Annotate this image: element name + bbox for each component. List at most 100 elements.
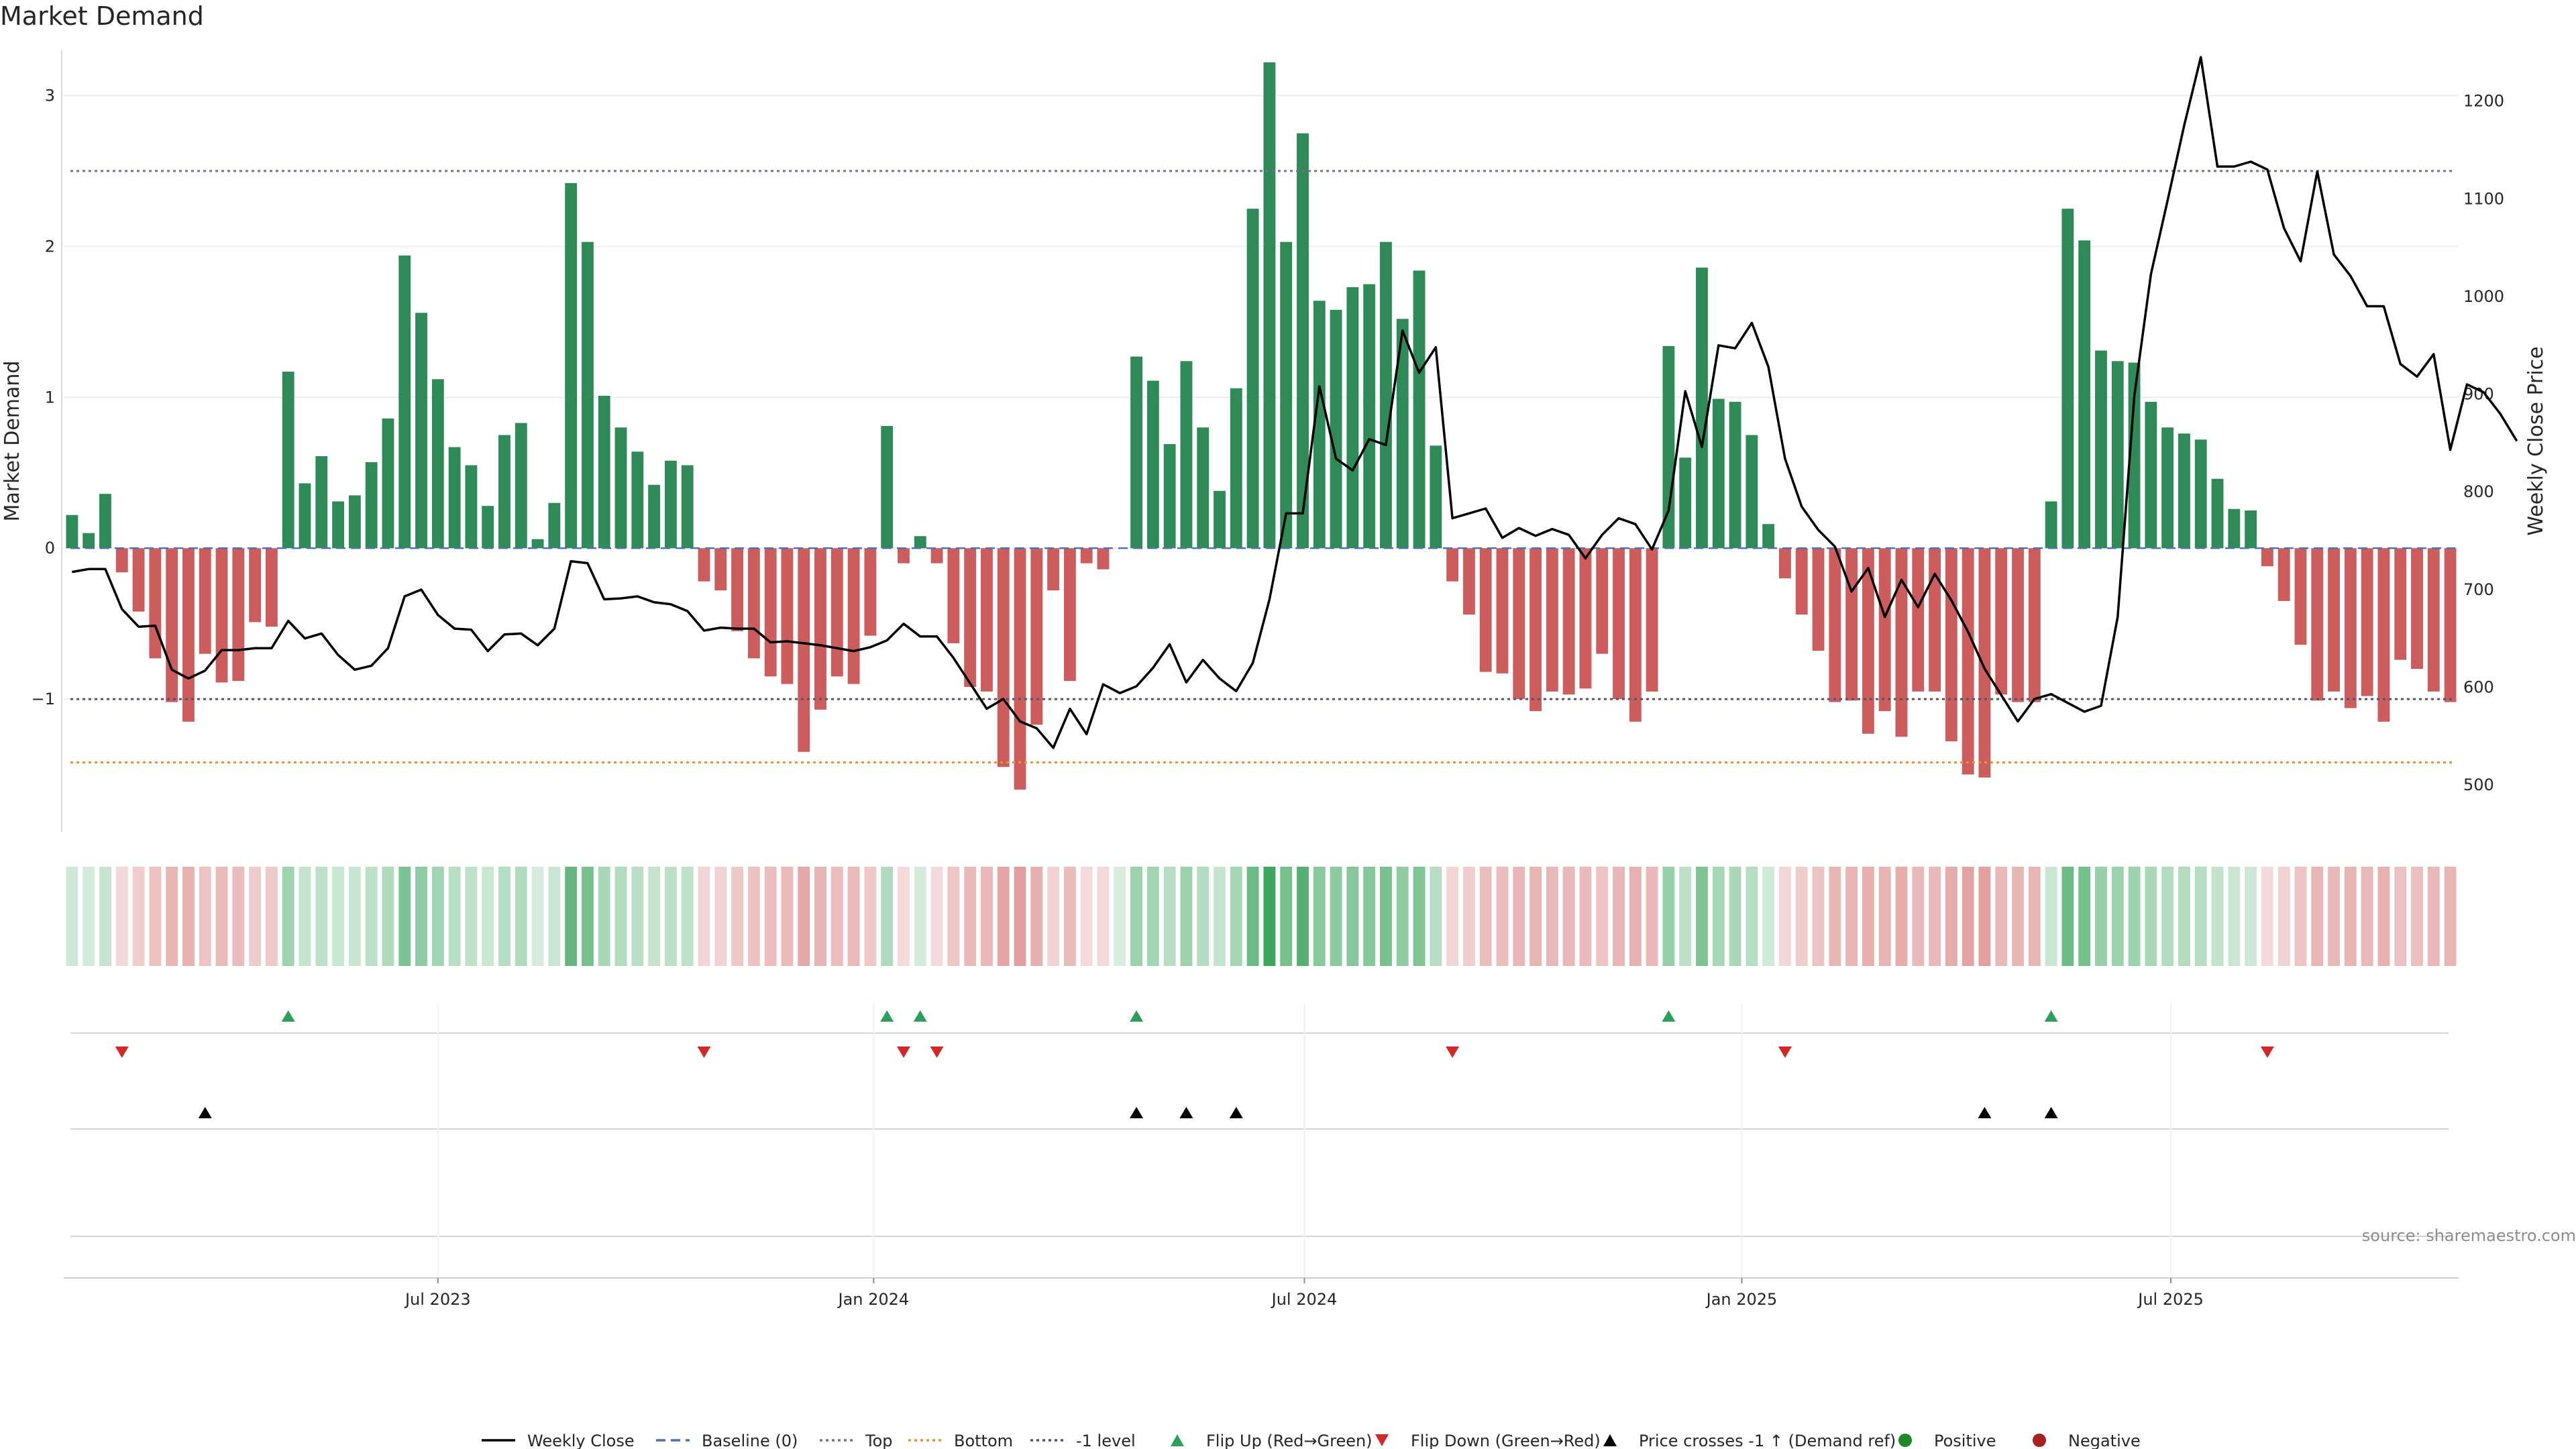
demand-bar [930, 548, 943, 564]
demand-bar [1795, 548, 1808, 615]
legend-swatch [1898, 1434, 1912, 1447]
demand-bar [132, 548, 145, 612]
heat-cell [2178, 867, 2190, 966]
flip-up-marker [1130, 1010, 1144, 1022]
demand-bar [1712, 398, 1725, 549]
demand-bar [2444, 548, 2457, 702]
heat-cell [1130, 867, 1142, 966]
x-tick-label: Jul 2025 [2137, 1290, 2204, 1309]
heat-cell [515, 867, 527, 966]
heat-cell [898, 867, 910, 966]
flip-down-marker [697, 1046, 711, 1058]
flip-up-marker [913, 1010, 927, 1022]
legend-swatch [2033, 1434, 2046, 1447]
demand-bar [1779, 548, 1791, 579]
heat-cell [2111, 867, 2124, 966]
heat-cell [981, 867, 993, 966]
heat-cell [2261, 867, 2273, 966]
heat-cell [648, 867, 661, 966]
demand-bar [1297, 133, 1309, 549]
heat-cell [1529, 867, 1542, 966]
heat-cell [1446, 867, 1459, 966]
price-cross-marker [1978, 1107, 1992, 1118]
price-cross-marker [198, 1107, 212, 1118]
heat-cell [714, 867, 727, 966]
demand-bar [914, 536, 926, 549]
x-tick-label: Jan 2025 [1705, 1290, 1778, 1309]
heat-cell [1912, 867, 1925, 966]
heat-cell [2245, 867, 2257, 966]
demand-bar [1579, 548, 1592, 689]
heat-cell [598, 867, 610, 966]
legend-item: Price crosses -1 ↑ (Demand ref) [1603, 1432, 1896, 1449]
heat-cell [398, 867, 411, 966]
demand-bar [1646, 548, 1658, 692]
flip-up-marker [281, 1010, 295, 1022]
heat-cell [798, 867, 810, 966]
heat-cell [847, 867, 860, 966]
heat-cell [1795, 867, 1808, 966]
demand-bar [1280, 241, 1293, 549]
demand-bar [2344, 548, 2357, 708]
heat-cell [548, 867, 561, 966]
demand-bar [881, 426, 894, 549]
heat-cell [1246, 867, 1259, 966]
heat-cell [498, 867, 511, 966]
heat-cell [99, 867, 111, 966]
heat-cell [1114, 867, 1126, 966]
heat-cell [2061, 867, 2074, 966]
demand-bar [1396, 319, 1409, 549]
legend-label: Positive [1934, 1432, 1996, 1449]
demand-bar [2012, 548, 2024, 702]
y2-tick-label: 600 [2463, 678, 2494, 696]
demand-bar [2128, 362, 2141, 549]
heat-cell [2028, 867, 2041, 966]
demand-bar [1197, 427, 1210, 549]
demand-bar [1895, 548, 1908, 737]
demand-bar [1729, 402, 1741, 549]
heat-cell [1396, 867, 1409, 966]
flip-down-marker [1446, 1046, 1460, 1058]
heat-cell [1646, 867, 1658, 966]
y2-tick-label: 800 [2463, 482, 2494, 501]
heat-cell [1363, 867, 1376, 966]
demand-bar [1330, 309, 1342, 549]
heat-cell [582, 867, 594, 966]
heat-cell [1430, 867, 1442, 966]
demand-bar [1978, 548, 1991, 778]
demand-bar [2228, 508, 2241, 549]
demand-bar [2377, 548, 2390, 722]
heat-cell [2128, 867, 2141, 966]
demand-bar [830, 548, 843, 677]
heat-cell [1878, 867, 1891, 966]
heat-cell [332, 867, 344, 966]
heat-cell [531, 867, 544, 966]
legend-item: Positive [1898, 1432, 1996, 1449]
demand-bar [1696, 267, 1708, 549]
heat-cell [864, 867, 877, 966]
heat-cell [1862, 867, 1874, 966]
demand-bar [2095, 350, 2107, 549]
heat-cell [83, 867, 95, 966]
legend-item: Top [820, 1432, 893, 1449]
demand-bar [1762, 524, 1775, 549]
demand-bar [1679, 458, 1692, 549]
demand-bar [2061, 209, 2074, 549]
heat-cell [1280, 867, 1293, 966]
heat-cell [698, 867, 710, 966]
heat-cell [731, 867, 743, 966]
heat-cell [881, 867, 894, 966]
legend-swatch [1171, 1434, 1184, 1446]
heat-cell [565, 867, 578, 966]
demand-bar [664, 460, 677, 549]
demand-bar [1413, 270, 1426, 549]
demand-bar [1230, 388, 1242, 549]
flip-up-marker [2044, 1010, 2058, 1022]
demand-bar [99, 494, 111, 549]
legend-label: Top [865, 1432, 893, 1449]
y-tick-label: 1 [45, 388, 55, 407]
demand-bar [1346, 287, 1359, 549]
heat-cell [2361, 867, 2373, 966]
demand-bar [798, 548, 810, 752]
demand-bar [498, 435, 511, 549]
